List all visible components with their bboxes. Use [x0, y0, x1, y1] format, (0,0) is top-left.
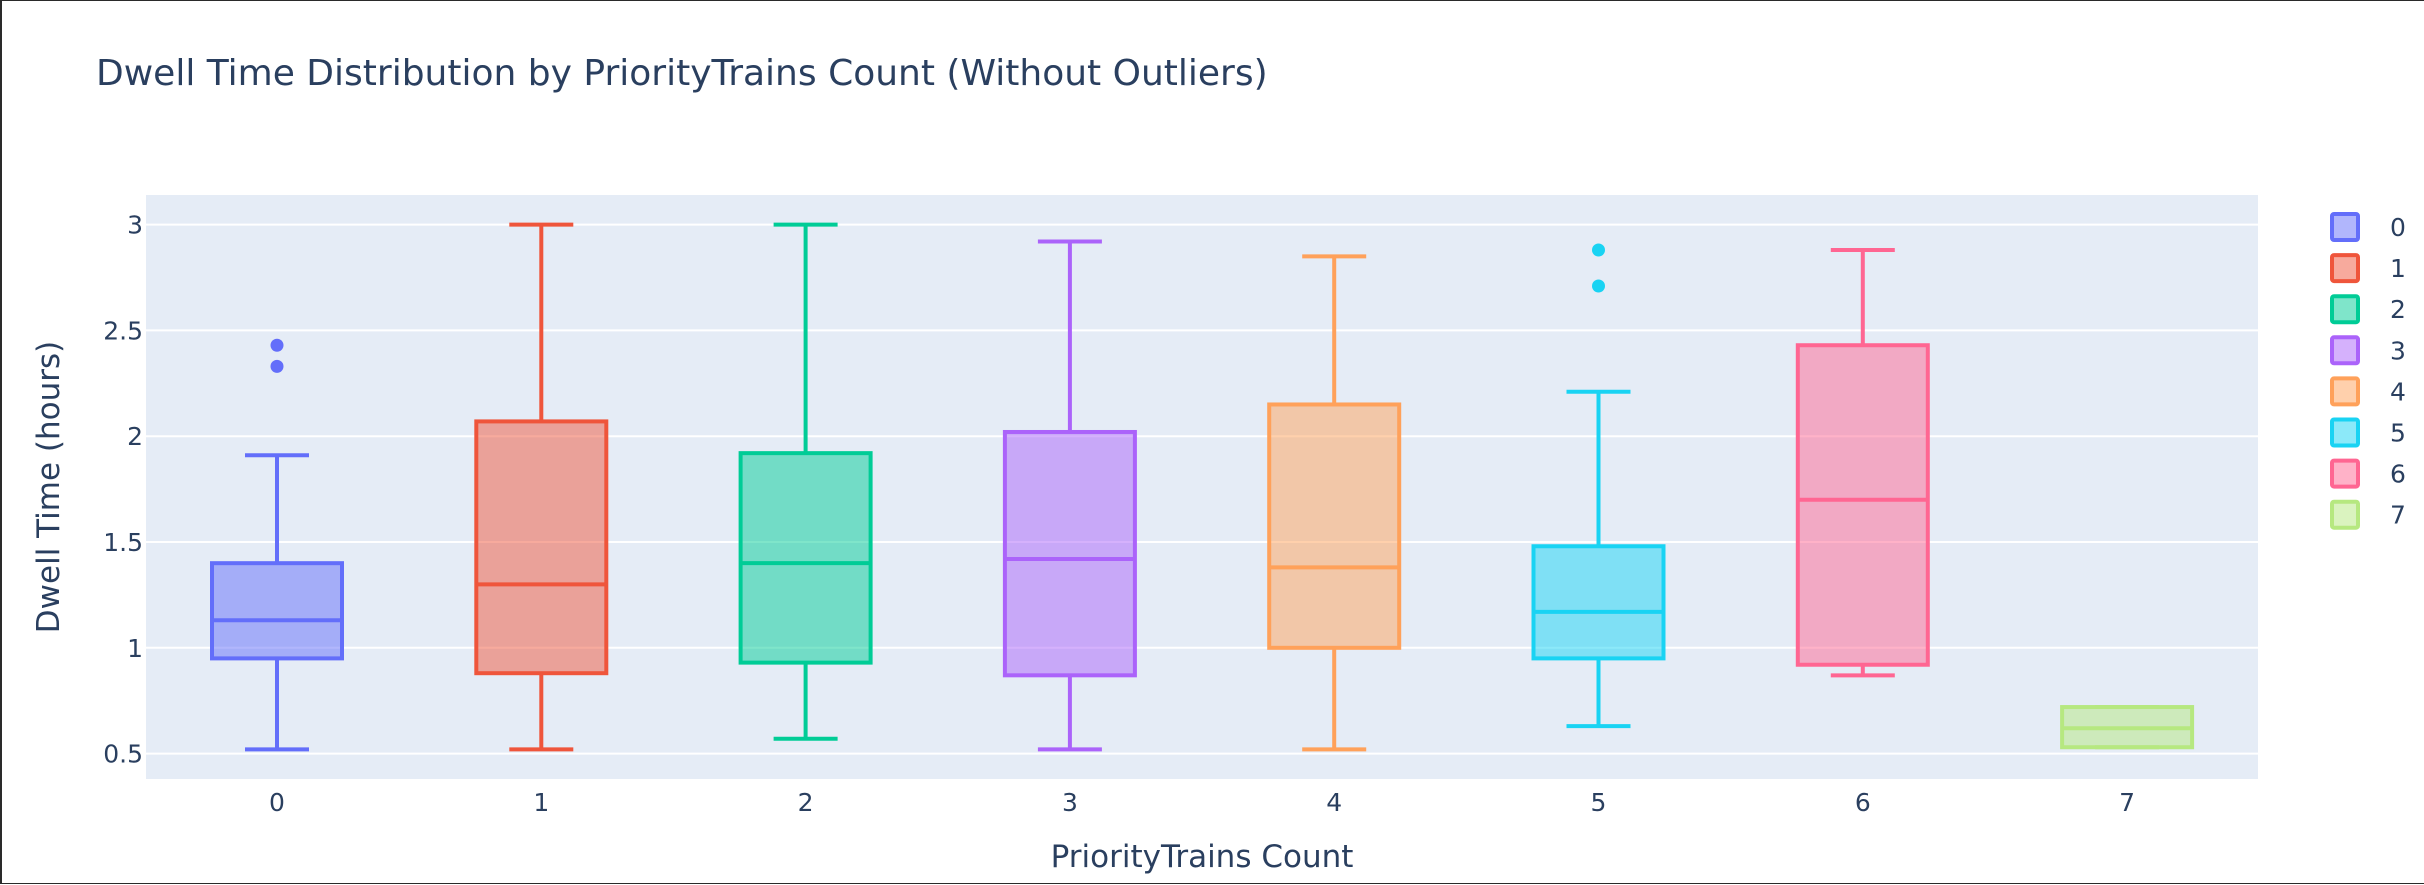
legend-swatch: [2330, 294, 2360, 325]
outlier-point: [1592, 279, 1605, 293]
box-group-1: [474, 222, 609, 752]
box-group-2: [738, 222, 873, 741]
x-tick-label: 1: [533, 788, 549, 817]
y-tick-label: 1.5: [103, 528, 143, 557]
box-group-5: [1531, 243, 1666, 729]
outlier-point: [1592, 243, 1605, 257]
legend-label: 5: [2390, 419, 2406, 448]
legend-label: 3: [2390, 336, 2406, 365]
iqr-box: [1531, 544, 1666, 661]
box-group-7: [2060, 705, 2195, 750]
x-tick-label: 4: [1326, 788, 1342, 817]
y-axis-title: Dwell Time (hours): [31, 341, 67, 633]
y-tick-label: 3: [127, 211, 143, 240]
x-tick-label: 0: [269, 788, 285, 817]
legend-swatch: [2330, 417, 2360, 448]
x-tick-label: 6: [1855, 788, 1871, 817]
legend-swatch: [2330, 499, 2360, 530]
y-axis-ticks: 0.5 1 1.5 2 2.5 3: [103, 211, 143, 769]
iqr-box: [1795, 343, 1930, 667]
legend-label: 4: [2390, 377, 2406, 406]
x-axis-title: PriorityTrains Count: [1051, 839, 1354, 875]
legend-label: 0: [2390, 213, 2406, 242]
outlier-point: [270, 338, 284, 352]
y-tick-label: 1: [127, 634, 143, 663]
y-tick-label: 2: [127, 422, 143, 451]
x-tick-label: 3: [1062, 788, 1078, 817]
box-group-3: [1002, 239, 1137, 752]
legend-item-7[interactable]: 7: [2330, 499, 2406, 530]
boxes: [210, 222, 2195, 752]
legend-swatch: [2330, 212, 2360, 242]
legend-swatch: [2330, 253, 2360, 284]
outlier-point: [270, 359, 284, 373]
iqr-box: [1267, 402, 1402, 650]
x-tick-label: 5: [1591, 788, 1607, 817]
legend-label: 1: [2390, 254, 2406, 283]
x-axis-ticks: 0 1 2 3 4 5 6 7: [269, 788, 2135, 817]
iqr-box: [738, 451, 873, 665]
iqr-box: [210, 561, 344, 661]
chart-title: Dwell Time Distribution by PriorityTrain…: [96, 53, 1268, 94]
legend-item-6[interactable]: 6: [2330, 458, 2406, 489]
legend-label: 6: [2390, 460, 2406, 489]
iqr-box: [474, 419, 609, 676]
legend-swatch: [2330, 376, 2360, 407]
iqr-box: [1002, 429, 1137, 678]
legend-item-3[interactable]: 3: [2330, 335, 2406, 366]
legend-item-1[interactable]: 1: [2330, 253, 2406, 284]
legend-swatch: [2330, 335, 2360, 366]
legend-item-4[interactable]: 4: [2330, 376, 2406, 407]
box-group-0: [210, 338, 344, 752]
legend-label: 7: [2390, 501, 2406, 530]
y-tick-label: 0.5: [103, 740, 143, 769]
box-group-4: [1267, 254, 1402, 752]
y-tick-label: 2.5: [103, 316, 143, 345]
legend-swatch: [2330, 458, 2360, 489]
box-group-6: [1795, 248, 1930, 678]
legend-item-5[interactable]: 5: [2330, 417, 2406, 448]
legend[interactable]: 0 1 2 3 4 5 6 7: [2330, 212, 2406, 530]
legend-label: 2: [2390, 295, 2406, 324]
legend-item-0[interactable]: 0: [2330, 212, 2406, 242]
x-tick-label: 2: [798, 788, 814, 817]
plot-area: [146, 195, 2258, 779]
legend-item-2[interactable]: 2: [2330, 294, 2406, 325]
x-tick-label: 7: [2119, 788, 2135, 817]
